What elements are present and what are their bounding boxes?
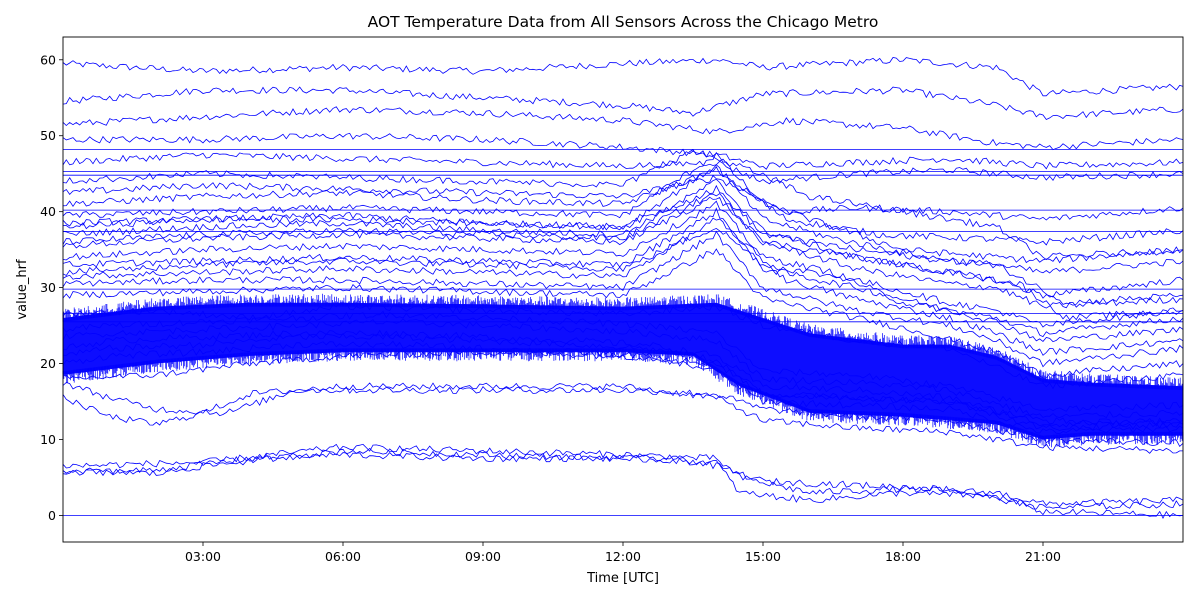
series-line-33 — [62, 447, 1184, 519]
series-line-24 — [62, 230, 1184, 368]
series-line-17 — [62, 151, 1184, 264]
x-tick-label: 03:00 — [185, 549, 221, 564]
y-tick-label: 60 — [40, 52, 56, 67]
series-line-22 — [62, 207, 1184, 343]
series-line-11 — [62, 86, 1184, 121]
y-axis-label: value_hrf — [15, 259, 30, 320]
x-tick-label: 09:00 — [465, 549, 501, 564]
y-tick-label: 20 — [40, 356, 56, 371]
series-line-15 — [62, 174, 1184, 221]
series-line-10 — [62, 57, 1184, 97]
x-tick-label: 18:00 — [885, 549, 921, 564]
y-tick-label: 50 — [40, 128, 56, 143]
x-tick-label: 15:00 — [745, 549, 781, 564]
dense-sensor-band — [63, 302, 1183, 440]
series-line-40 — [62, 150, 1184, 261]
y-tick-label: 10 — [40, 432, 56, 447]
series-line-23 — [62, 217, 1184, 356]
x-tick-label: 12:00 — [605, 549, 641, 564]
y-tick-label: 40 — [40, 204, 56, 219]
y-axis: 0 10 20 30 40 50 60 — [40, 52, 63, 523]
x-tick-label: 21:00 — [1025, 549, 1061, 564]
series-line-26 — [62, 184, 1184, 306]
series-line-16 — [62, 166, 1184, 246]
series-line-21 — [62, 200, 1184, 338]
y-tick-label: 30 — [40, 280, 56, 295]
series-line-20 — [62, 196, 1184, 309]
chart-title: AOT Temperature Data from All Sensors Ac… — [368, 13, 879, 31]
series-line-14 — [62, 152, 1184, 185]
series-line-27 — [62, 192, 1184, 321]
series-line-18 — [62, 164, 1184, 274]
series-line-13 — [62, 132, 1184, 170]
x-tick-label: 06:00 — [325, 549, 361, 564]
series-line-34 — [62, 451, 1184, 510]
x-axis-label: Time [UTC] — [586, 571, 659, 586]
series-line-31 — [62, 382, 1183, 454]
y-tick-label: 0 — [48, 508, 56, 523]
series-line-12 — [62, 106, 1184, 151]
series-line-41 — [62, 227, 1184, 328]
x-axis: 03:00 06:00 09:00 12:00 15:00 18:00 21:00 — [185, 542, 1061, 564]
